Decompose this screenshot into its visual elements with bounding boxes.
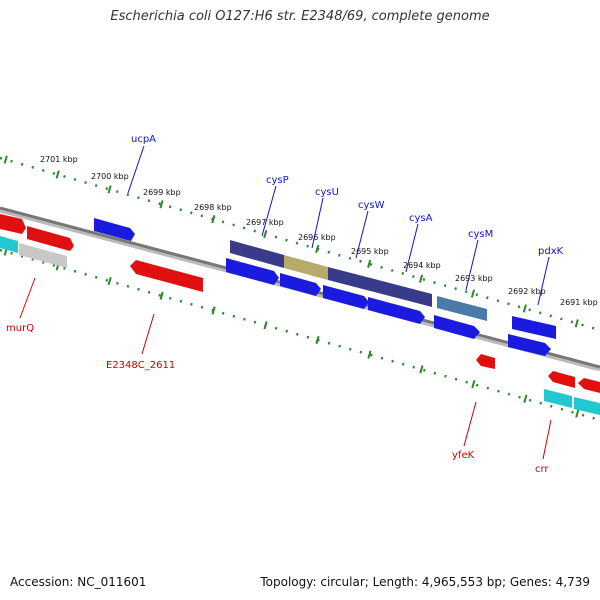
operon-cysP[interactable] <box>230 240 284 268</box>
kbp-label: 2701 kbp <box>40 155 78 164</box>
gene-cysA-arrow[interactable] <box>368 297 425 324</box>
kbp-label: 2693 kbp <box>455 274 493 283</box>
ruler-major-tick <box>107 185 112 194</box>
gene-crr-cyan-b[interactable] <box>574 397 600 415</box>
gene-label-cysA[interactable]: cysA <box>409 213 433 224</box>
gene-label-yfeK[interactable]: yfeK <box>452 450 475 461</box>
gene-pdxK-b[interactable] <box>508 334 551 356</box>
ruler-major-tick <box>211 215 216 224</box>
bottom-gene-labels: murQ E2348C_2611 yfeK crr <box>6 323 549 475</box>
ruler-major-tick <box>523 394 528 403</box>
ruler-major-tick <box>471 379 476 389</box>
gene-label-crr[interactable]: crr <box>535 464 549 475</box>
operon-cysU[interactable] <box>284 255 328 280</box>
kbp-label: 2696 kbp <box>298 233 336 242</box>
kbp-label: 2694 kbp <box>403 261 441 270</box>
ruler-major-tick <box>575 409 580 418</box>
ruler-major-tick <box>159 291 164 300</box>
operon-cysWA[interactable] <box>328 267 432 307</box>
gene-label-cysU[interactable]: cysU <box>315 187 339 198</box>
kbp-label: 2692 kbp <box>508 287 546 296</box>
gene-label-ucpA[interactable]: ucpA <box>131 134 156 145</box>
ruler-major-tick <box>419 365 424 374</box>
accession-text: Accession: NC_011601 <box>10 575 147 589</box>
kbp-label: 2695 kbp <box>351 247 389 256</box>
ruler-major-tick <box>263 321 268 330</box>
gene-cysP-arrow[interactable] <box>226 258 279 285</box>
ruler-major-tick <box>159 200 164 209</box>
ruler-major-tick <box>3 155 8 164</box>
ruler-major-tick <box>367 259 372 268</box>
ruler-major-tick <box>107 276 112 286</box>
ruler-outer-track <box>0 156 600 332</box>
gene-crr-cyan-a[interactable] <box>544 389 572 408</box>
ruler-major-tick <box>211 306 216 315</box>
gene-label-E2348C_2611[interactable]: E2348C_2611 <box>106 360 175 371</box>
gene-cysW-arrow[interactable] <box>323 285 369 309</box>
gene-label-pdxK[interactable]: pdxK <box>538 246 564 257</box>
kbp-labels: 2701 kbp 2700 kbp 2699 kbp 2698 kbp 2697… <box>40 155 598 307</box>
ruler-major-tick <box>574 319 579 328</box>
map-title: Escherichia coli O127:H6 str. E2348/69, … <box>110 9 490 24</box>
gene-label-murQ[interactable]: murQ <box>6 323 34 334</box>
ruler-major-tick <box>315 244 320 254</box>
gene-ucpA[interactable] <box>94 218 135 241</box>
gene-cysU-arrow[interactable] <box>280 273 321 296</box>
ruler-major-tick <box>522 304 527 313</box>
gene-crr-red-b[interactable] <box>578 378 600 393</box>
reverse-strand-genes <box>0 236 600 415</box>
ruler-major-tick <box>315 335 320 345</box>
gene-murQ-grey[interactable] <box>19 243 67 268</box>
gene-label-cysM[interactable]: cysM <box>468 229 493 240</box>
gene-crr-red-a[interactable] <box>548 371 575 388</box>
gene-red-left[interactable] <box>0 214 26 234</box>
top-gene-labels: ucpA cysP cysU cysW cysA cysM pdxK <box>131 134 564 257</box>
genome-summary-text: Topology: circular; Length: 4,965,553 bp… <box>260 575 590 589</box>
kbp-label: 2699 kbp <box>143 188 181 197</box>
gene-pdxK-a[interactable] <box>512 316 556 339</box>
kbp-label: 2698 kbp <box>194 203 232 212</box>
ruler-major-tick <box>470 289 476 298</box>
label-leader-lines <box>19 145 552 460</box>
ruler-major-tick <box>367 350 372 359</box>
gene-label-cysP[interactable]: cysP <box>266 175 289 186</box>
ruler-major-tick <box>263 229 268 239</box>
gene-yfeK[interactable] <box>476 354 495 369</box>
ruler-major-tick <box>418 274 424 283</box>
gene-label-cysW[interactable]: cysW <box>358 200 385 211</box>
gene-red[interactable] <box>27 226 74 251</box>
ruler-major-tick <box>55 170 60 179</box>
kbp-label: 2697 kbp <box>246 218 284 227</box>
gene-cyan-left[interactable] <box>0 236 18 253</box>
operon-cysM[interactable] <box>437 296 487 321</box>
gene-cysM-arrow[interactable] <box>434 315 480 339</box>
forward-strand-genes <box>0 214 556 356</box>
kbp-label: 2700 kbp <box>91 172 129 181</box>
kbp-label: 2691 kbp <box>560 298 598 307</box>
gene-E2348C_2611[interactable] <box>130 260 203 292</box>
